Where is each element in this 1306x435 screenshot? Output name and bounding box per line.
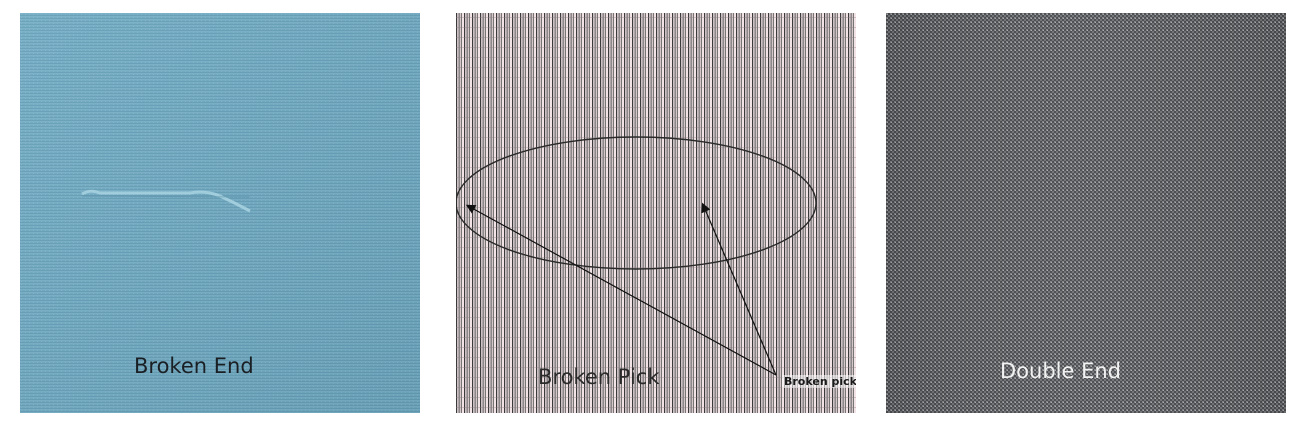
blue-fabric-texture <box>20 13 420 413</box>
caption-double-end: Double End <box>1000 359 1121 383</box>
fabric-sample-broken-pick: Broken pick Broken Pick <box>456 13 856 413</box>
annotation-label-broken-pick: Broken pick <box>782 375 856 388</box>
gray-fabric-texture <box>886 13 1286 413</box>
grid-fabric-texture <box>456 13 856 413</box>
caption-broken-end: Broken End <box>134 354 254 378</box>
fabric-sample-double-end: Double End <box>886 13 1286 413</box>
fabric-sample-broken-end: Broken End <box>20 13 420 413</box>
caption-broken-pick: Broken Pick <box>538 365 660 389</box>
